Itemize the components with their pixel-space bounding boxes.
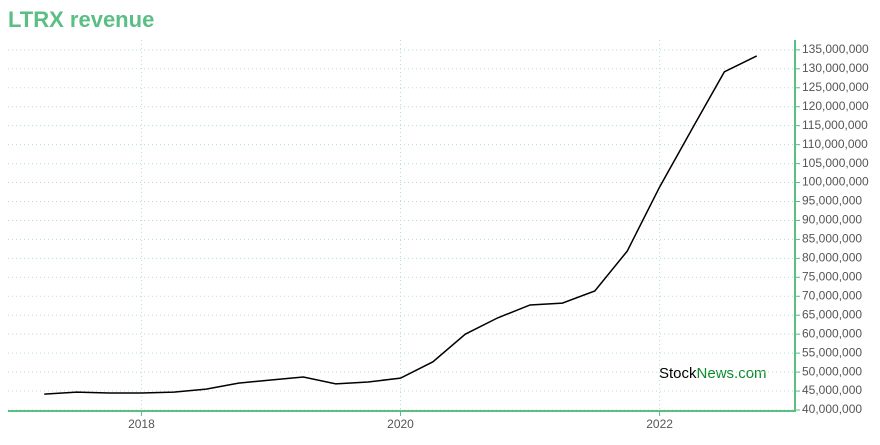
y-tick-label: 40,000,000 [802, 402, 862, 416]
y-tick-label: 85,000,000 [802, 232, 862, 246]
watermark-part: News.com [697, 365, 767, 382]
x-tick-label: 2022 [646, 417, 673, 431]
y-tick-label: 100,000,000 [802, 175, 869, 189]
y-tick-label: 130,000,000 [802, 61, 869, 75]
watermark: StockNews.com [659, 365, 767, 382]
line-series [44, 55, 758, 395]
y-tick-label: 55,000,000 [802, 345, 862, 359]
y-tick-label: 105,000,000 [802, 156, 869, 170]
y-tick-label: 80,000,000 [802, 251, 862, 265]
x-tick-label: 2020 [387, 417, 414, 431]
y-tick-label: 120,000,000 [802, 99, 869, 113]
chart-title: LTRX revenue [8, 7, 154, 32]
y-tick-label: 65,000,000 [802, 307, 862, 321]
y-tick-label: 70,000,000 [802, 288, 862, 302]
y-tick-label: 110,000,000 [802, 137, 868, 151]
y-tick-label: 50,000,000 [802, 364, 862, 378]
y-tick-label: 95,000,000 [802, 194, 862, 208]
watermark-part: Stock [659, 365, 697, 382]
y-tick-label: 125,000,000 [802, 80, 869, 94]
y-tick-label: 75,000,000 [802, 269, 862, 283]
y-tick-label: 115,000,000 [802, 118, 868, 132]
y-tick-label: 60,000,000 [802, 326, 862, 340]
y-tick-label: 90,000,000 [802, 213, 862, 227]
y-tick-label: 45,000,000 [802, 383, 862, 397]
y-tick-label: 135,000,000 [802, 42, 869, 56]
x-tick-label: 2018 [128, 417, 155, 431]
